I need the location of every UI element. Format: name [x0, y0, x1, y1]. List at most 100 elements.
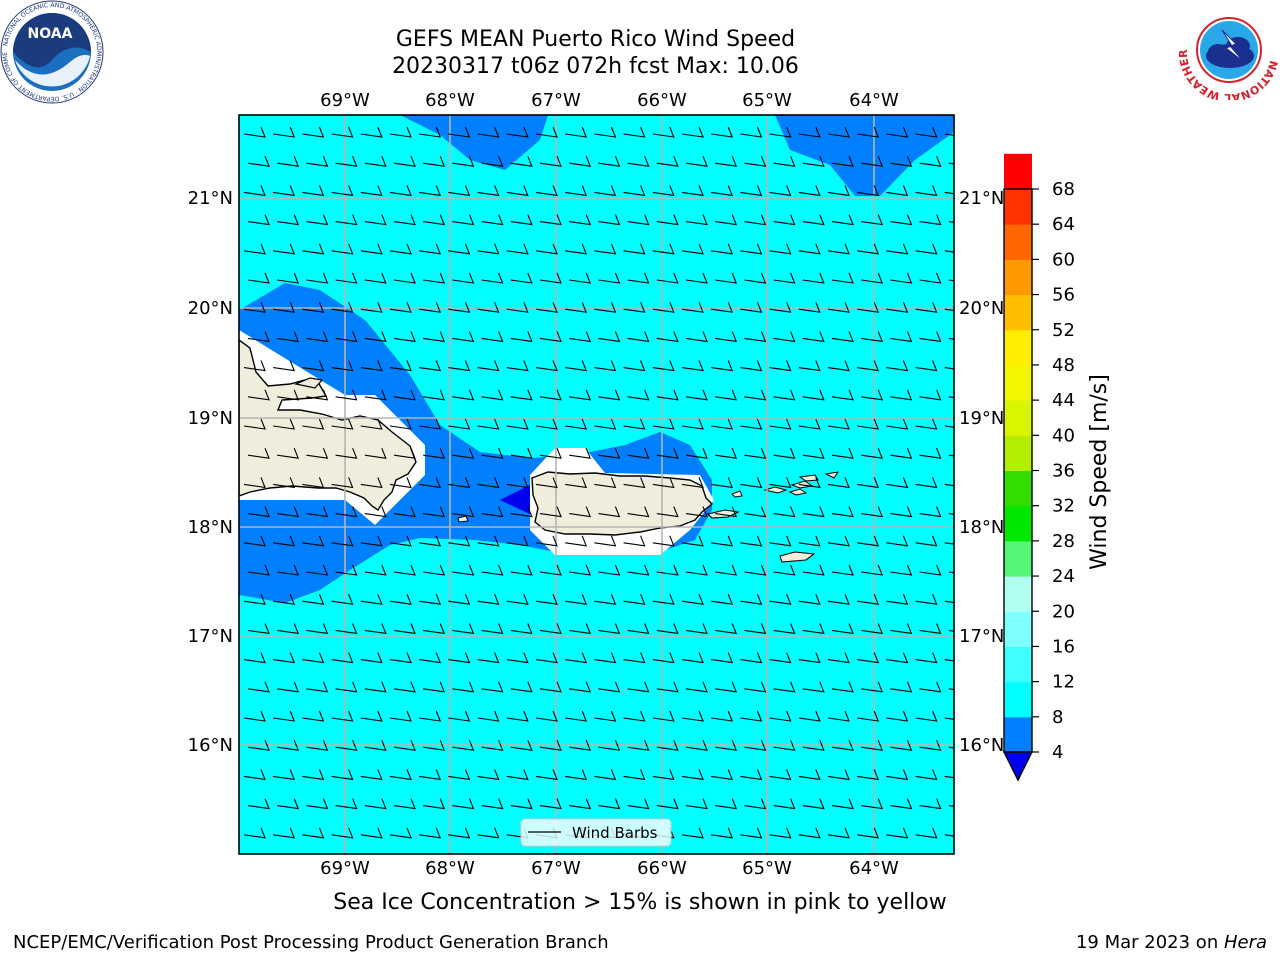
wind-barb [744, 155, 767, 167]
wind-barb [423, 798, 446, 810]
wind-barb [886, 360, 909, 372]
wind-barb [857, 477, 880, 489]
wind-barb [944, 250, 954, 253]
wind-barb [886, 535, 909, 547]
wind-contour-4-8-northeast [775, 115, 954, 196]
wind-barb [857, 769, 880, 781]
wind-barb [656, 623, 679, 635]
wind-barb [594, 243, 617, 255]
wind-barb [681, 418, 704, 430]
wind-barb [652, 418, 675, 430]
wind-barb [769, 477, 792, 489]
wind-barb [452, 506, 475, 518]
wind-barb [306, 272, 329, 284]
wind-barb [944, 308, 954, 312]
wind-barb [565, 652, 588, 664]
wind-barb [623, 710, 646, 722]
wind-barb [306, 739, 329, 751]
wind-barb [302, 360, 325, 372]
wind-barb [393, 272, 416, 284]
wind-barb [277, 798, 300, 810]
wind-barb [448, 360, 471, 372]
wind-barb [331, 360, 354, 372]
wind-barb [539, 214, 562, 226]
wind-barb [798, 301, 821, 313]
wind-barb [769, 827, 792, 839]
wind-barb [656, 798, 679, 810]
wind-barb [740, 360, 763, 372]
wind-barb [477, 710, 500, 722]
wind-barb [331, 535, 354, 547]
wind-barb [919, 798, 942, 810]
wind-barb [302, 301, 325, 313]
wind-barb [627, 331, 650, 343]
wind-barb [681, 710, 704, 722]
colorbar-segment [1004, 153, 1032, 190]
wind-barb [481, 447, 504, 459]
lon-label-top: 66°W [637, 90, 687, 111]
wind-barb [419, 710, 442, 722]
wind-barb [715, 564, 738, 576]
wind-barb [627, 798, 650, 810]
footer-date-text: 19 Mar 2023 on [1075, 932, 1224, 953]
wind-barb [477, 185, 500, 197]
colorbar-tick-label: 68 [1052, 179, 1075, 200]
wind-barb [335, 564, 358, 576]
wind-barb [623, 418, 646, 430]
wind-barb [831, 389, 854, 401]
wind-barb [448, 827, 471, 839]
wind-barb [627, 389, 650, 401]
wind-barb [594, 535, 617, 547]
wind-barb [565, 710, 588, 722]
wind-barb [477, 477, 500, 489]
map-frame [238, 114, 955, 855]
wind-barb [510, 155, 533, 167]
wind-barb [711, 360, 734, 372]
wind-barb [448, 477, 471, 489]
wind-barb [831, 214, 854, 226]
wind-barb [944, 483, 954, 487]
wind-barb [364, 272, 387, 284]
wind-barb [506, 593, 529, 605]
wind-barb [627, 506, 650, 518]
wind-barb [360, 593, 383, 605]
wind-barb [857, 652, 880, 664]
colorbar-tick-label: 12 [1052, 672, 1075, 693]
wind-barb [535, 769, 558, 781]
wind-barb [506, 710, 529, 722]
wind-barb [539, 564, 562, 576]
colorbar-segment [1004, 224, 1032, 260]
wind-barb [360, 185, 383, 197]
wind-barb [594, 126, 617, 138]
wind-barb [569, 506, 592, 518]
wind-barb [890, 798, 913, 810]
wind-barb [681, 185, 704, 197]
wind-barb [569, 798, 592, 810]
wind-barb [247, 214, 270, 226]
wind-barb [477, 126, 500, 138]
wind-barb [886, 593, 909, 605]
wind-barb [652, 593, 675, 605]
wind-barb [419, 301, 442, 313]
wind-barb [861, 623, 884, 635]
wind-barb [243, 477, 266, 489]
wind-barb [539, 506, 562, 518]
wind-barb [302, 769, 325, 781]
wind-barb [594, 710, 617, 722]
wind-barb [711, 593, 734, 605]
wind-barb [857, 185, 880, 197]
wind-barb [273, 652, 296, 664]
wind-barb [306, 331, 329, 343]
wind-barb [247, 681, 270, 693]
lon-label-bottom: 67°W [531, 858, 581, 879]
colorbar-tick-label: 52 [1052, 320, 1075, 341]
wind-barb [685, 331, 708, 343]
wind-barb [740, 769, 763, 781]
wind-barb [448, 185, 471, 197]
wind-barb [715, 331, 738, 343]
wind-barb [598, 564, 621, 576]
wind-barb [919, 272, 942, 284]
wind-barb [915, 535, 938, 547]
wind-barb [831, 506, 854, 518]
wind-barb [302, 710, 325, 722]
